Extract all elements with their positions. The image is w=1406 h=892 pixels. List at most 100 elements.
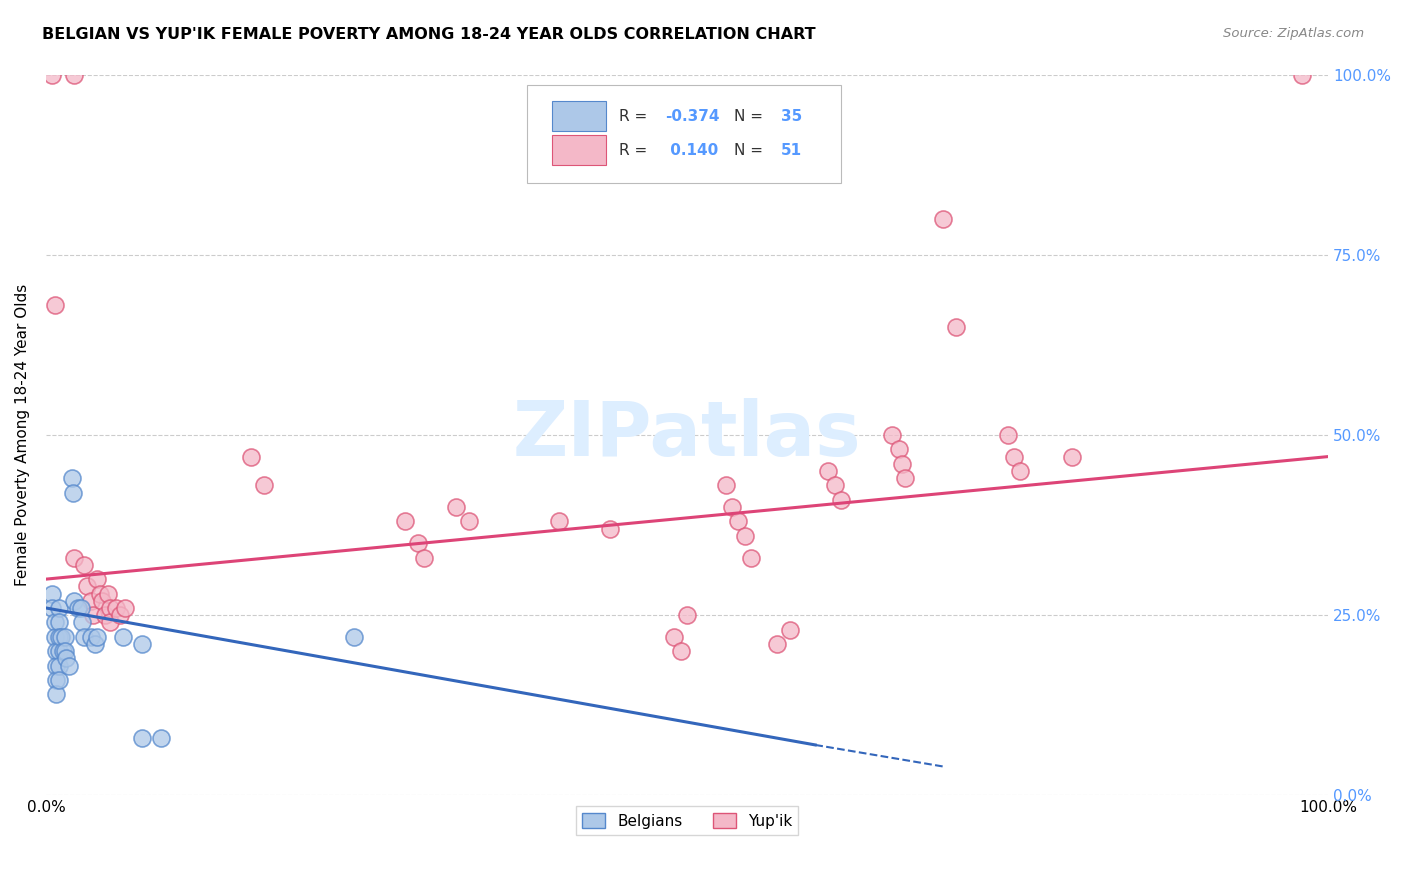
- Point: [779, 623, 801, 637]
- Point: [45, 644, 67, 658]
- Text: R =: R =: [619, 143, 652, 158]
- Point: [714, 478, 737, 492]
- Point: [53, 630, 76, 644]
- Point: [887, 442, 910, 457]
- Legend: Belgians, Yup'ik: Belgians, Yup'ik: [576, 806, 799, 835]
- Point: [669, 644, 692, 658]
- Point: [76, 579, 98, 593]
- Point: [73, 630, 96, 644]
- FancyBboxPatch shape: [553, 135, 606, 165]
- Point: [111, 630, 134, 644]
- Point: [82, 608, 104, 623]
- Point: [41, 586, 63, 600]
- Point: [45, 658, 67, 673]
- Point: [98, 601, 121, 615]
- Point: [817, 464, 839, 478]
- Point: [446, 500, 468, 514]
- Point: [394, 515, 416, 529]
- Point: [664, 630, 686, 644]
- Point: [63, 593, 86, 607]
- Point: [48, 673, 70, 687]
- Point: [105, 601, 128, 615]
- Point: [41, 68, 63, 82]
- Point: [150, 731, 173, 745]
- Point: [69, 601, 91, 615]
- Point: [44, 615, 66, 630]
- Point: [406, 536, 429, 550]
- Point: [882, 428, 904, 442]
- Point: [86, 630, 108, 644]
- Point: [1060, 450, 1083, 464]
- Point: [253, 478, 276, 492]
- Point: [80, 630, 103, 644]
- Text: R =: R =: [619, 109, 652, 124]
- Text: 35: 35: [780, 109, 801, 124]
- Point: [91, 593, 114, 607]
- Text: N =: N =: [734, 109, 768, 124]
- Point: [48, 644, 70, 658]
- Point: [48, 630, 70, 644]
- Point: [66, 601, 89, 615]
- Point: [932, 211, 955, 226]
- Point: [44, 630, 66, 644]
- Point: [1002, 450, 1025, 464]
- Point: [894, 471, 917, 485]
- Point: [240, 450, 263, 464]
- Point: [131, 731, 153, 745]
- Point: [343, 630, 366, 644]
- Point: [86, 572, 108, 586]
- Point: [55, 651, 77, 665]
- Point: [45, 673, 67, 687]
- Point: [51, 630, 73, 644]
- Point: [734, 529, 756, 543]
- FancyBboxPatch shape: [527, 86, 841, 183]
- Point: [458, 515, 481, 529]
- Text: N =: N =: [734, 143, 768, 158]
- Point: [73, 558, 96, 572]
- Point: [740, 550, 762, 565]
- Point: [41, 601, 63, 615]
- Point: [1291, 68, 1313, 82]
- Point: [44, 298, 66, 312]
- Point: [62, 485, 84, 500]
- Point: [114, 601, 136, 615]
- Point: [89, 586, 111, 600]
- Point: [110, 608, 132, 623]
- Text: 0.140: 0.140: [665, 143, 718, 158]
- Point: [599, 522, 621, 536]
- Point: [413, 550, 436, 565]
- Point: [63, 68, 86, 82]
- FancyBboxPatch shape: [553, 101, 606, 131]
- Point: [53, 644, 76, 658]
- Point: [80, 593, 103, 607]
- Text: Source: ZipAtlas.com: Source: ZipAtlas.com: [1223, 27, 1364, 40]
- Point: [48, 601, 70, 615]
- Point: [83, 637, 105, 651]
- Text: ZIPatlas: ZIPatlas: [513, 398, 862, 472]
- Point: [676, 608, 699, 623]
- Text: 51: 51: [780, 143, 801, 158]
- Text: BELGIAN VS YUP'IK FEMALE POVERTY AMONG 18-24 YEAR OLDS CORRELATION CHART: BELGIAN VS YUP'IK FEMALE POVERTY AMONG 1…: [42, 27, 815, 42]
- Y-axis label: Female Poverty Among 18-24 Year Olds: Female Poverty Among 18-24 Year Olds: [15, 284, 30, 586]
- Point: [721, 500, 744, 514]
- Point: [891, 457, 914, 471]
- Point: [1010, 464, 1032, 478]
- Point: [48, 658, 70, 673]
- Point: [830, 492, 852, 507]
- Point: [94, 608, 117, 623]
- Point: [60, 471, 83, 485]
- Point: [52, 644, 75, 658]
- Point: [765, 637, 787, 651]
- Point: [48, 615, 70, 630]
- Point: [824, 478, 846, 492]
- Point: [45, 688, 67, 702]
- Point: [547, 515, 569, 529]
- Point: [945, 319, 967, 334]
- Point: [70, 615, 93, 630]
- Point: [96, 586, 118, 600]
- Point: [98, 615, 121, 630]
- Point: [727, 515, 749, 529]
- Point: [997, 428, 1019, 442]
- Point: [131, 637, 153, 651]
- Text: -0.374: -0.374: [665, 109, 720, 124]
